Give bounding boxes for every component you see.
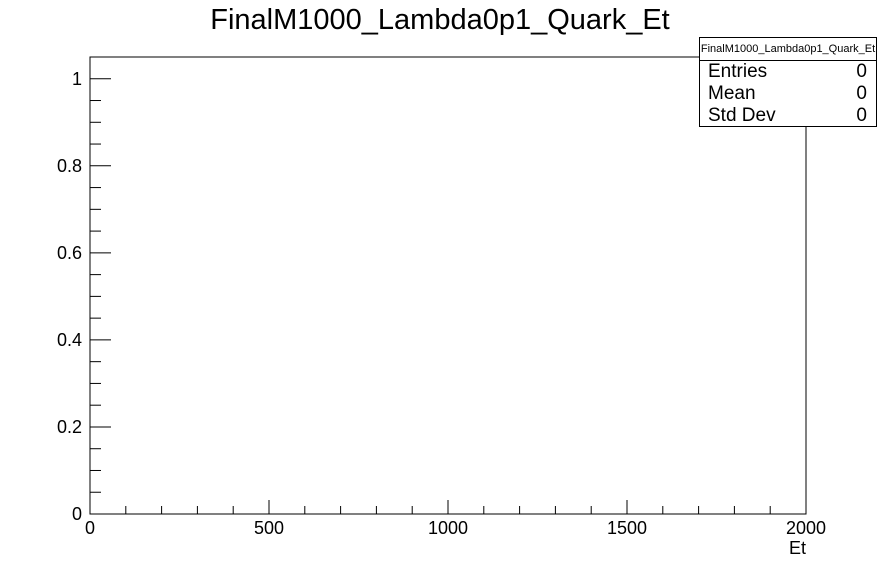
y-tick-label: 0.6 <box>57 243 82 263</box>
x-tick-label: 2000 <box>786 518 826 538</box>
x-axis-label: Et <box>789 538 806 558</box>
y-tick-label: 0.8 <box>57 156 82 176</box>
stats-stddev-value: 0 <box>856 105 867 126</box>
y-tick-label: 1 <box>72 69 82 89</box>
stats-entries-label: Entries <box>708 61 768 82</box>
x-tick-label: 0 <box>85 518 95 538</box>
stats-stddev-row: Std Dev 0 <box>700 105 876 127</box>
stats-mean-value: 0 <box>856 83 867 104</box>
y-tick-label: 0.2 <box>57 417 82 437</box>
y-tick-label: 0.4 <box>57 330 82 350</box>
stats-box-title: FinalM1000_Lambda0p1_Quark_Et <box>700 38 876 61</box>
stats-mean-label: Mean <box>708 83 756 104</box>
stats-entries-row: Entries 0 <box>700 61 876 83</box>
x-tick-label: 500 <box>254 518 284 538</box>
stats-box: FinalM1000_Lambda0p1_Quark_Et Entries 0 … <box>699 37 877 127</box>
stats-stddev-label: Std Dev <box>708 105 776 126</box>
chart-title: FinalM1000_Lambda0p1_Quark_Et <box>210 4 670 36</box>
y-tick-label: 0 <box>72 504 82 524</box>
x-tick-label: 1000 <box>428 518 468 538</box>
stats-entries-value: 0 <box>856 61 867 82</box>
stats-mean-row: Mean 0 <box>700 83 876 105</box>
x-tick-label: 1500 <box>607 518 647 538</box>
